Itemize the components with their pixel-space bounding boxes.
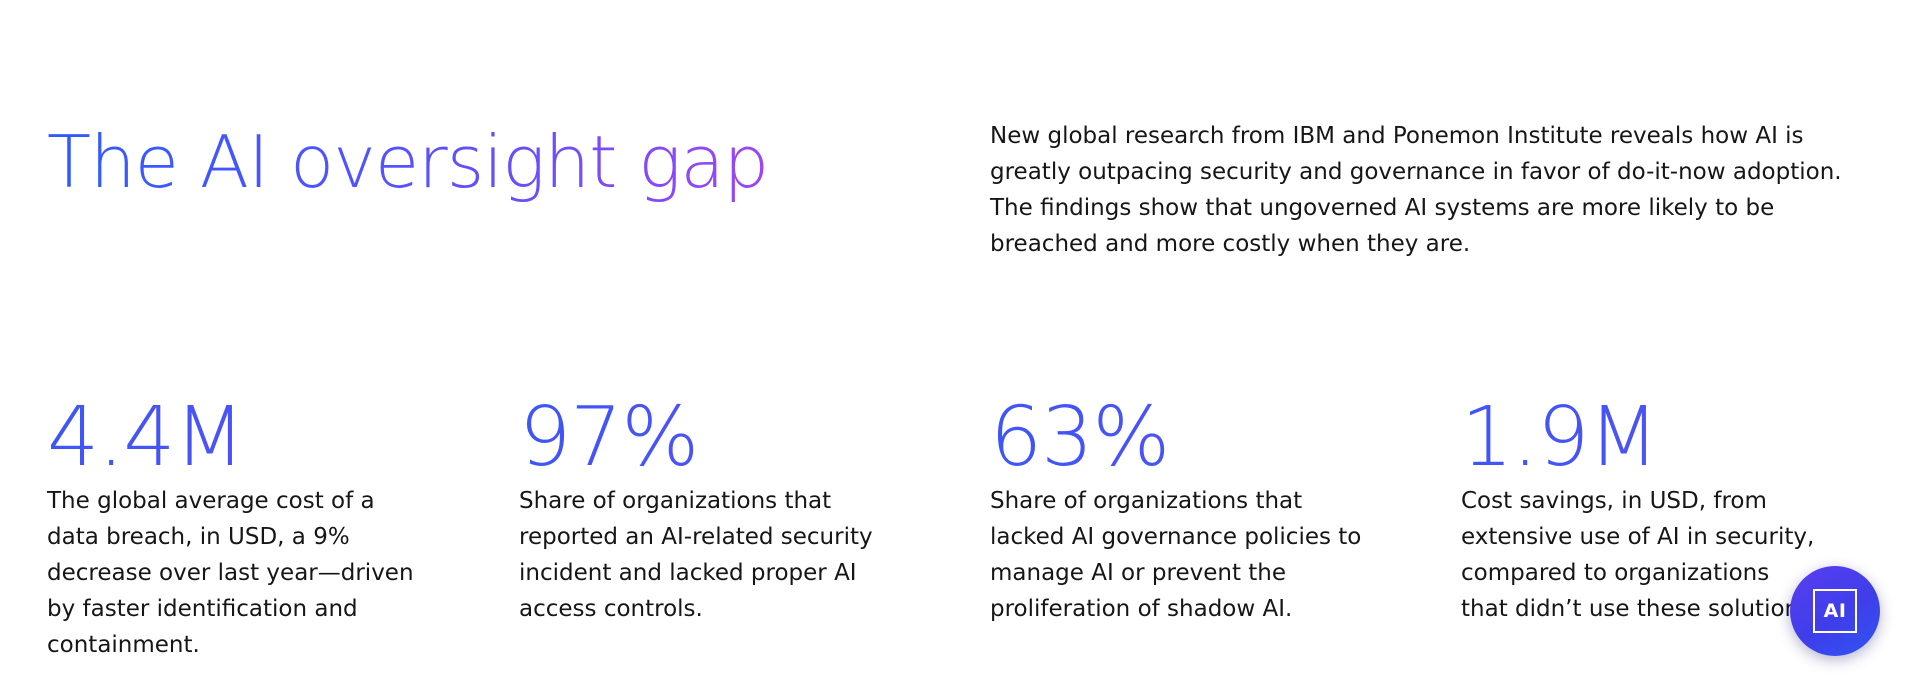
stat-item: 1.9M Cost savings, in USD, from extensiv…: [1461, 395, 1861, 627]
ai-assistant-label: AI: [1823, 600, 1847, 622]
stat-item: 97% Share of organizations that reported…: [519, 395, 919, 627]
stat-value: 4.4M: [47, 395, 447, 481]
stat-item: 63% Share of organizations that lacked A…: [990, 395, 1390, 627]
stat-value: 63%: [990, 395, 1390, 481]
stat-description: Cost savings, in USD, from extensive use…: [1461, 488, 1819, 622]
stats-row: 4.4M The global average cost of a data b…: [47, 395, 1877, 659]
ai-chat-icon: AI: [1813, 589, 1857, 633]
stat-item: 4.4M The global average cost of a data b…: [47, 395, 447, 663]
section-intro: New global research from IBM and Ponemon…: [990, 123, 1842, 257]
stat-description: The global average cost of a data breach…: [47, 488, 414, 658]
stat-description: Share of organizations that lacked AI go…: [990, 488, 1362, 622]
ai-assistant-button[interactable]: AI: [1790, 566, 1880, 656]
stat-value: 97%: [519, 395, 919, 481]
section-title: The AI oversight gap: [47, 120, 769, 204]
stat-value: 1.9M: [1461, 395, 1861, 481]
stat-description: Share of organizations that reported an …: [519, 488, 873, 622]
